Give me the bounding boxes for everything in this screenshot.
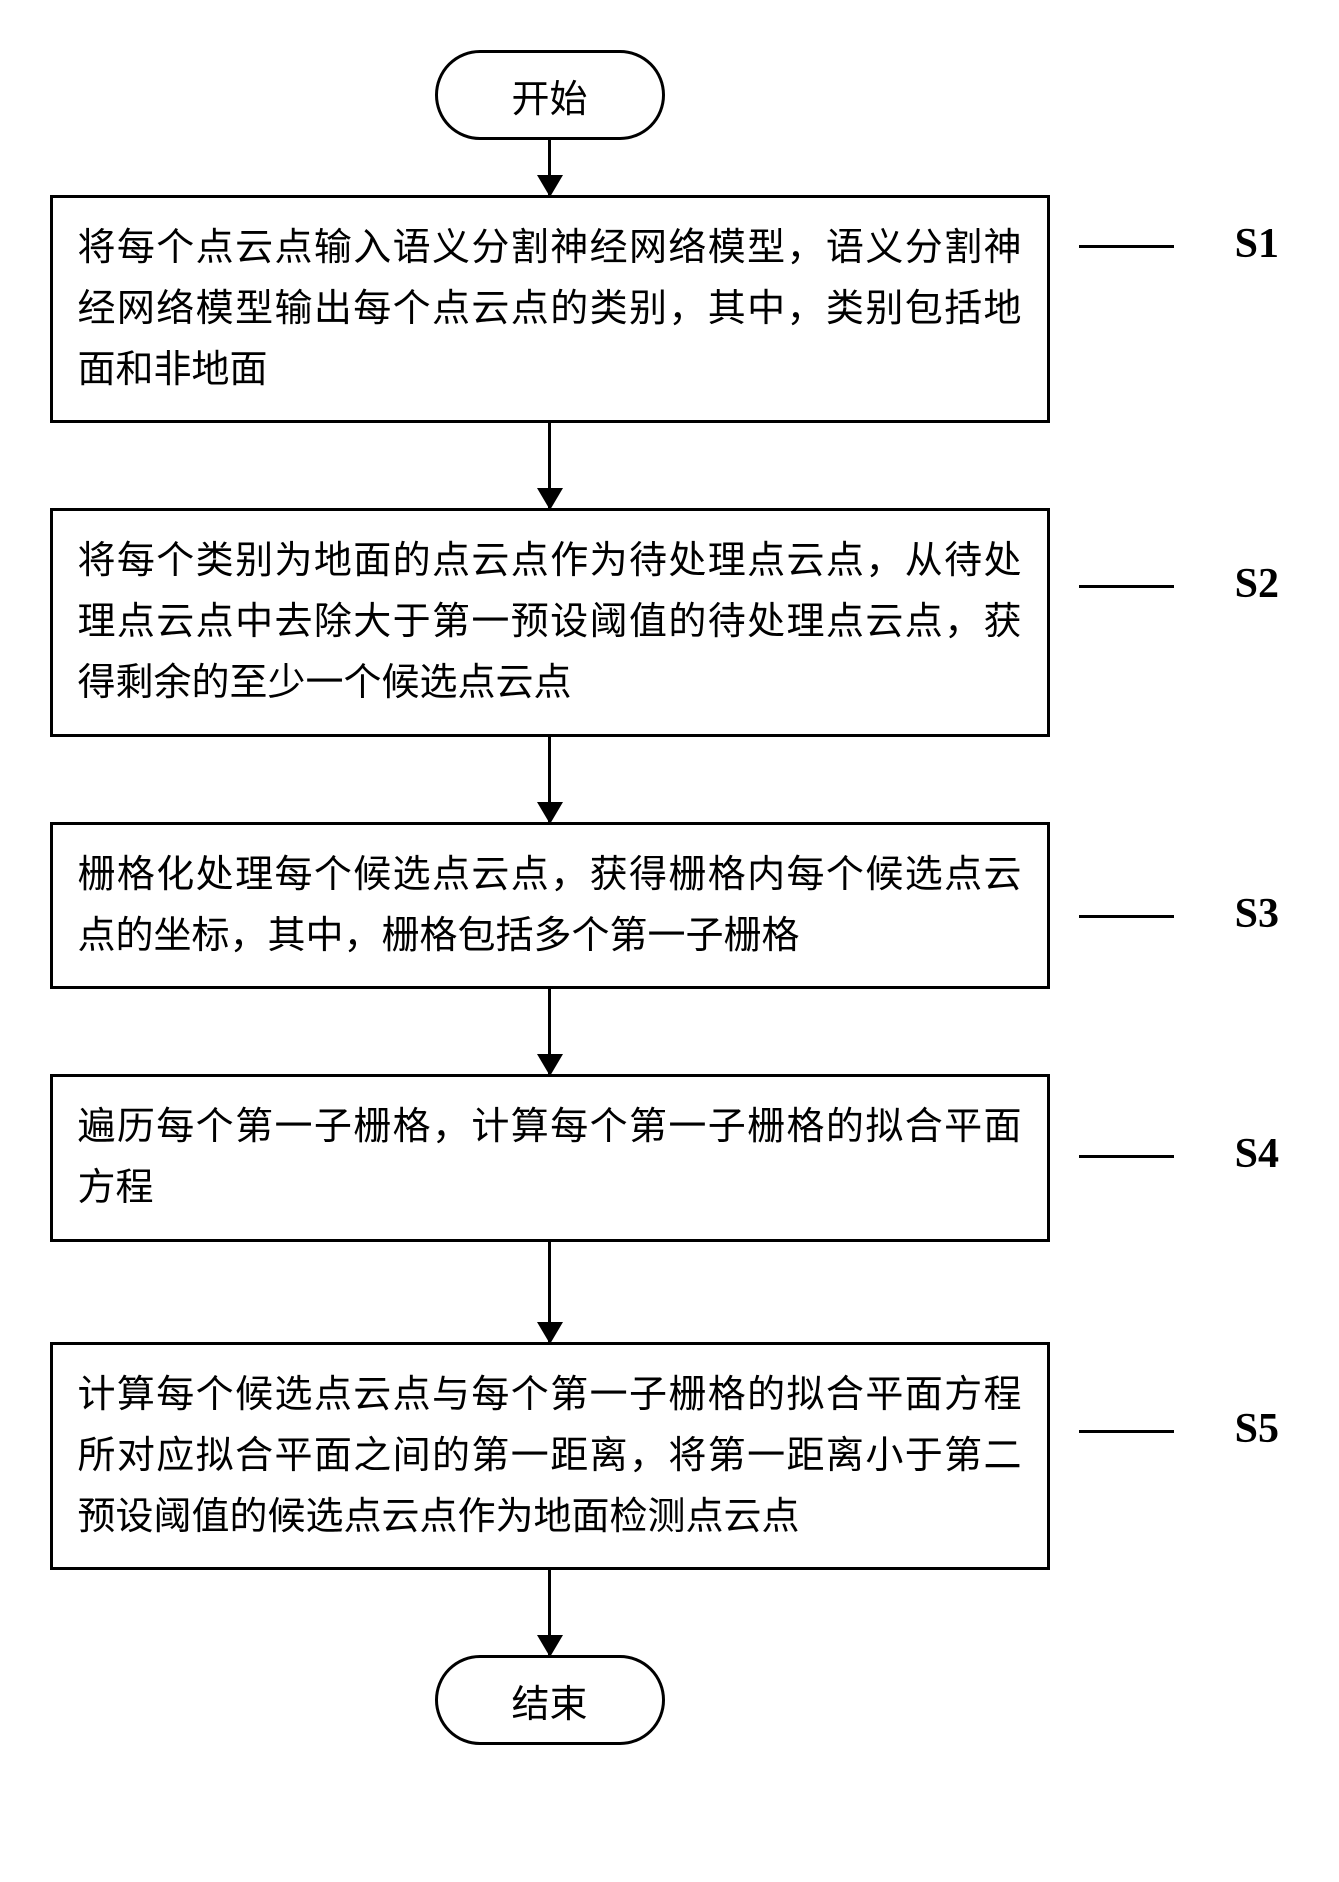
flowchart-container: 开始 将每个点云点输入语义分割神经网络模型，语义分割神经网络模型输出每个点云点的… [0, 0, 1339, 1882]
arrow-s5-end [0, 1570, 1219, 1655]
process-s4: 遍历每个第一子栅格，计算每个第一子栅格的拟合平面方程 [50, 1074, 1050, 1242]
s1-label: S1 [1235, 220, 1279, 268]
s3-text: 栅格化处理每个候选点云点，获得栅格内每个候选点云点的坐标，其中，栅格包括多个第一… [78, 854, 1022, 957]
s5-label: S5 [1235, 1405, 1279, 1453]
s1-connector [1079, 245, 1174, 248]
process-s2: 将每个类别为地面的点云点作为待处理点云点，从待处理点云点中去除大于第一预设阈值的… [50, 508, 1050, 736]
s2-connector [1079, 585, 1174, 588]
s5-text: 计算每个候选点云点与每个第一子栅格的拟合平面方程所对应拟合平面之间的第一距离，将… [78, 1374, 1022, 1538]
arrow-s4-s5 [0, 1242, 1219, 1342]
end-label: 结束 [511, 1673, 587, 1728]
s5-connector [1079, 1430, 1174, 1433]
end-terminal: 结束 [435, 1655, 665, 1745]
s1-text: 将每个点云点输入语义分割神经网络模型，语义分割神经网络模型输出每个点云点的类别，… [78, 227, 1022, 391]
s4-label: S4 [1235, 1130, 1279, 1178]
s2-text: 将每个类别为地面的点云点作为待处理点云点，从待处理点云点中去除大于第一预设阈值的… [78, 540, 1022, 704]
start-label: 开始 [511, 68, 587, 123]
arrow-start-s1 [0, 140, 1219, 195]
start-terminal: 开始 [435, 50, 665, 140]
process-s5: 计算每个候选点云点与每个第一子栅格的拟合平面方程所对应拟合平面之间的第一距离，将… [50, 1342, 1050, 1570]
process-s1: 将每个点云点输入语义分割神经网络模型，语义分割神经网络模型输出每个点云点的类别，… [50, 195, 1050, 423]
arrow-s2-s3 [0, 737, 1219, 822]
arrow-s3-s4 [0, 989, 1219, 1074]
s4-connector [1079, 1155, 1174, 1158]
s3-connector [1079, 915, 1174, 918]
process-s3: 栅格化处理每个候选点云点，获得栅格内每个候选点云点的坐标，其中，栅格包括多个第一… [50, 822, 1050, 990]
arrow-s1-s2 [0, 423, 1219, 508]
s4-text: 遍历每个第一子栅格，计算每个第一子栅格的拟合平面方程 [78, 1106, 1022, 1209]
s2-label: S2 [1235, 560, 1279, 608]
s3-label: S3 [1235, 890, 1279, 938]
